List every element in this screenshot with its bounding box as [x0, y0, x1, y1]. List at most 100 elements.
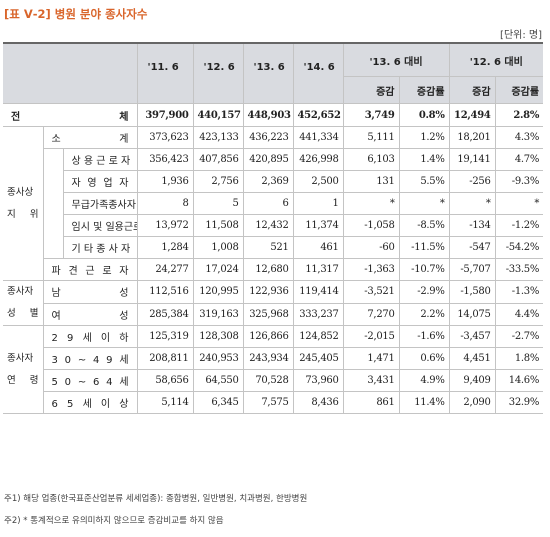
total-row: 전 체 397,900 440,157 448,903 452,652 3,749 0.8%… — [3, 103, 544, 127]
cell: 124,852 — [292, 325, 344, 348]
cell: 2,756 — [192, 170, 244, 193]
period-header: '12. 6 — [192, 42, 244, 104]
cell: 126,866 — [242, 325, 294, 348]
data-table: '11. 6'12. 6'13. 6'14. 6'13. 6 대비 '12. 6 … — [3, 42, 544, 414]
cell: -1,363 — [342, 258, 400, 281]
data-row: 임시 및 일용근로자13,97211,50812,43211,374-1,058… — [3, 214, 544, 237]
data-row: 3 0 ~ 4 9 세 208,811 240,953 243,934 245,405 1… — [3, 347, 544, 370]
cell: 64,550 — [192, 369, 244, 392]
row-label: 자 영 업 자 — [63, 170, 138, 193]
cell: 1,008 — [192, 236, 244, 259]
cell: -8.5% — [398, 214, 450, 237]
cell: -33.5% — [494, 258, 544, 281]
row-label: 소 계 — [42, 126, 138, 149]
cell: -256 — [448, 170, 496, 193]
cell: -2.7% — [494, 325, 544, 348]
cell: 11.4% — [398, 391, 450, 414]
cell: 5,111 — [342, 126, 400, 149]
period-header: '13. 6 — [242, 42, 294, 104]
cell: 120,995 — [192, 280, 244, 304]
cell: 1 — [292, 192, 344, 215]
cell: 1.8% — [494, 347, 544, 370]
sub-header: 증감률 — [398, 76, 450, 104]
cell: 73,960 — [292, 369, 344, 392]
table-title: [표 Ⅴ-2] 병원 분야 종사자수 — [4, 7, 148, 21]
sub-header: 증감 — [448, 76, 496, 104]
row-label: 임시 및 일용근로자 — [63, 214, 138, 237]
cell: 325,968 — [242, 302, 294, 326]
indent-cell — [43, 148, 64, 259]
cell: -3,457 — [448, 325, 496, 348]
cell: -9.3% — [494, 170, 544, 193]
cell: 128,308 — [192, 325, 244, 348]
cell: 17,024 — [192, 258, 244, 281]
data-row: 6 5 세 이 상 5,114 6,345 7,575 8,436 861 11.4% 2,0… — [3, 391, 544, 414]
cell: -54.2% — [494, 236, 544, 259]
cell: 12,494 — [448, 103, 496, 127]
cell: 440,157 — [192, 103, 244, 127]
data-row: 상 용 근 로 자 356,423 407,856 420,895 426,998 6,1… — [3, 148, 544, 259]
cell: 461 — [292, 236, 344, 259]
cell: 12,432 — [242, 214, 294, 237]
cell: 420,895 — [242, 148, 294, 171]
row-label: 기 타 종 사 자 — [63, 236, 138, 259]
cell: 70,528 — [242, 369, 294, 392]
cell: 1,284 — [136, 236, 194, 259]
compare-header: '13. 6 대비 — [342, 42, 450, 77]
cell: 243,934 — [242, 347, 294, 370]
cell: 319,163 — [192, 302, 244, 326]
cell: * — [494, 192, 544, 215]
cell: 397,900 — [136, 103, 194, 127]
cell: 240,953 — [192, 347, 244, 370]
cell: 441,334 — [292, 126, 344, 149]
row-label: 남 성 — [42, 280, 138, 304]
header-corner — [3, 42, 138, 104]
cell: 448,903 — [242, 103, 294, 127]
cell: -5,707 — [448, 258, 496, 281]
cell: 245,405 — [292, 347, 344, 370]
data-row: 기 타 종 사 자 1,284 1,008 521 461 -60 -11.5% -547 -5… — [3, 236, 544, 259]
cell: -1,058 — [342, 214, 400, 237]
row-label: 무급가족종사자 — [63, 192, 138, 215]
cell: 3,749 — [342, 103, 400, 127]
sub-header: 증감 — [343, 76, 400, 104]
cell: * — [342, 192, 400, 215]
cell: 9,409 — [448, 369, 496, 392]
cell: 4.4% — [494, 302, 544, 326]
cell: 452,652 — [292, 103, 344, 127]
cell: 426,998 — [292, 148, 344, 171]
cell: 119,414 — [292, 280, 344, 304]
cell: 14,075 — [448, 302, 496, 326]
cell: 1,471 — [342, 347, 400, 370]
cell: -547 — [448, 236, 496, 259]
cell: 19,141 — [448, 148, 496, 171]
cell: 4.7% — [494, 148, 544, 171]
data-row: 무급가족종사자 8 5 6 1 * * * * — [3, 192, 544, 215]
unit-label: [단위: 명] — [500, 30, 542, 41]
cell: 5.5% — [398, 170, 450, 193]
row-label: 전 체 — [3, 103, 138, 127]
cell: 436,223 — [242, 126, 294, 149]
row-label: 상 용 근 로 자 — [62, 148, 138, 171]
row-label: 5 0 ~ 6 4 세 — [43, 369, 138, 392]
cell: 18,201 — [448, 126, 496, 149]
cell: 356,423 — [136, 148, 194, 171]
cell: 58,656 — [136, 369, 194, 392]
header-row: '11. 6'12. 6'13. 6'14. 6'13. 6 대비 '12. 6 … — [3, 42, 544, 104]
cell: 4.3% — [494, 126, 544, 149]
cell: 4.9% — [398, 369, 450, 392]
group-label: 종사자 성 별 — [3, 280, 44, 326]
note: 주1) 해당 업종(한국표준산업분류 세세업종): 종합병원, 일반병원, 치과… — [4, 494, 308, 504]
row-label: 6 5 세 이 상 — [43, 391, 138, 414]
cell: 208,811 — [136, 347, 194, 370]
cell: 1,936 — [136, 170, 194, 193]
cell: 32.9% — [494, 391, 544, 414]
data-row: 파 견 근 로 자 24,277 17,024 12,680 11,317 -1,363-… — [3, 258, 544, 281]
sub-header: 증감률 — [494, 76, 544, 104]
cell: 14.6% — [494, 369, 544, 392]
cell: 11,508 — [192, 214, 244, 237]
cell: 6,345 — [192, 391, 244, 414]
cell: 2,369 — [242, 170, 294, 193]
